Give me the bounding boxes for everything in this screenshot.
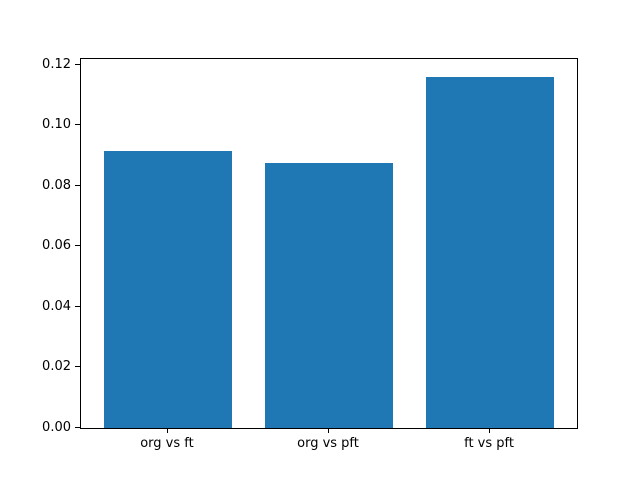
y-tick-label: 0.10 (42, 117, 71, 133)
y-tick-label: 0.04 (42, 298, 71, 314)
y-tick-mark (75, 245, 80, 247)
y-tick-mark (75, 427, 80, 428)
y-tick-label: 0.02 (42, 359, 71, 375)
bar-ft-vs-pft (425, 76, 555, 428)
bar-org-vs-pft (264, 162, 394, 428)
y-tick-mark (75, 63, 80, 65)
x-tick-label: ft vs pft (464, 436, 514, 451)
plot-area (80, 58, 578, 429)
bar-org-vs-ft (103, 151, 233, 428)
x-tick-label: org vs pft (297, 436, 359, 451)
y-tick-label: 0.08 (42, 177, 71, 193)
x-tick-mark (489, 428, 491, 433)
y-tick-label: 0.00 (42, 420, 71, 435)
y-tick-mark (75, 305, 80, 307)
y-tick-label: 0.06 (42, 238, 71, 254)
x-tick-mark (328, 428, 329, 433)
y-tick-mark (75, 184, 80, 186)
y-tick-label: 0.12 (42, 56, 71, 72)
x-tick-label: org vs ft (140, 436, 194, 451)
y-tick-mark (75, 124, 80, 126)
x-tick-mark (166, 428, 168, 433)
y-tick-mark (75, 366, 80, 368)
